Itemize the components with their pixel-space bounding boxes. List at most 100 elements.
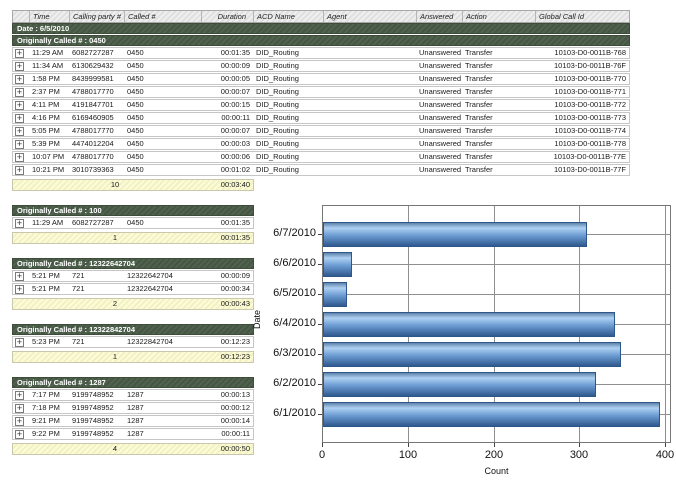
x-axis-tick (408, 443, 409, 447)
summary-total-duration: 00:00:50 (220, 444, 250, 453)
expand-button[interactable]: + (15, 337, 24, 347)
expand-button[interactable]: + (15, 152, 24, 162)
x-axis-label: 300 (569, 449, 589, 461)
called-cell: 0450 (127, 100, 144, 109)
duration-cell: 00:00:03 (220, 139, 250, 148)
call-row: +10:07 PM 4788017770 0450 00:00:06 DID_Routi… (12, 151, 630, 163)
expand-button[interactable]: + (15, 48, 24, 58)
expand-button[interactable]: + (15, 284, 24, 294)
expand-button[interactable]: + (15, 113, 24, 123)
global-call-id-cell: 10103-D0-0011B-768 (554, 48, 626, 57)
called-cell: 0450 (127, 126, 144, 135)
called-cell: 0450 (127, 165, 144, 174)
expand-button[interactable]: + (15, 390, 24, 400)
expand-cell: + (13, 390, 29, 400)
global-call-id-cell: 10103-D0-0011B-773 (554, 113, 626, 122)
calling-party-cell: 4788017770 (72, 152, 114, 161)
acd-name-cell: DID_Routing (256, 113, 299, 122)
group-summary-row: 1 00:01:35 (12, 232, 254, 244)
expand-cell: + (13, 337, 29, 347)
expand-cell: + (13, 126, 29, 136)
expand-cell: + (13, 429, 29, 439)
expand-button[interactable]: + (15, 165, 24, 175)
group-summary-row: 4 00:00:50 (12, 443, 254, 455)
call-row: +4:11 PM 4191847701 0450 00:00:15 DID_Routin… (12, 99, 630, 111)
time-cell: 9:21 PM (32, 416, 60, 425)
time-cell: 5:21 PM (32, 284, 60, 293)
expand-cell: + (13, 100, 29, 110)
column-header-global-call-id: Global Call Id (535, 11, 629, 22)
expand-button[interactable]: + (15, 74, 24, 84)
call-row: +5:23 PM 721 12322842704 00:12:23 (12, 336, 254, 348)
answered-cell: Unanswered (419, 100, 462, 109)
calling-party-cell: 9199748952 (72, 416, 114, 425)
calling-party-cell: 4474012204 (72, 139, 114, 148)
y-axis-tick (318, 234, 322, 235)
expand-cell: + (13, 139, 29, 149)
action-cell: Transfer (465, 165, 493, 174)
expand-button[interactable]: + (15, 429, 24, 439)
expand-button[interactable]: + (15, 126, 24, 136)
call-row: +4:16 PM 6169460905 0450 00:00:11 DID_Routin… (12, 112, 630, 124)
bar-6-6-2010 (323, 252, 352, 277)
call-row: +5:05 PM 4788017770 0450 00:00:07 DID_Routin… (12, 125, 630, 137)
called-cell: 0450 (127, 218, 144, 227)
action-cell: Transfer (465, 113, 493, 122)
duration-cell: 00:00:06 (220, 152, 250, 161)
time-cell: 1:58 PM (32, 74, 60, 83)
action-cell: Transfer (465, 139, 493, 148)
x-axis-tick (579, 443, 580, 447)
originally-called-band: Originally Called # : 1287 (12, 377, 254, 388)
called-cell: 0450 (127, 139, 144, 148)
time-cell: 2:37 PM (32, 87, 60, 96)
call-row: +7:18 PM 9199748952 1287 00:00:12 (12, 402, 254, 414)
y-gridline (323, 294, 670, 295)
x-axis-label: 400 (655, 449, 675, 461)
expand-button[interactable]: + (15, 403, 24, 413)
expand-cell: + (13, 271, 29, 281)
expand-button[interactable]: + (15, 218, 24, 228)
global-call-id-cell: 10103-D0-0011B-771 (554, 87, 626, 96)
acd-name-cell: DID_Routing (256, 61, 299, 70)
expand-button[interactable]: + (15, 271, 24, 281)
time-cell: 5:05 PM (32, 126, 60, 135)
time-cell: 11:34 AM (32, 61, 64, 70)
call-row: +11:29 AM 6082727287 0450 00:01:35 (12, 217, 254, 229)
expand-button[interactable]: + (15, 61, 24, 71)
expand-cell: + (13, 74, 29, 84)
summary-count: 10 (110, 180, 120, 189)
duration-cell: 00:00:11 (221, 429, 250, 438)
time-cell: 10:07 PM (32, 152, 65, 161)
x-axis-title: Count (484, 466, 509, 476)
expand-cell: + (13, 61, 29, 71)
acd-name-cell: DID_Routing (256, 152, 299, 161)
called-cell: 0450 (127, 61, 144, 70)
called-cell: 0450 (127, 48, 144, 57)
expand-button[interactable]: + (15, 100, 24, 110)
answered-cell: Unanswered (419, 165, 462, 174)
expand-button[interactable]: + (15, 87, 24, 97)
summary-total-duration: 00:00:43 (220, 299, 250, 308)
y-axis-label: 6/1/2010 (273, 407, 316, 419)
calling-party-cell: 9199748952 (72, 429, 114, 438)
duration-cell: 00:00:13 (220, 390, 250, 399)
call-row: +5:21 PM 721 12322642704 00:00:09 (12, 270, 254, 282)
column-header-called: Called # (124, 11, 201, 22)
originally-called-band: Originally Called # : 100 (12, 205, 254, 216)
calling-party-cell: 9199748952 (72, 403, 114, 412)
duration-cell: 00:00:34 (220, 284, 250, 293)
action-cell: Transfer (465, 74, 493, 83)
called-cell: 1287 (127, 429, 144, 438)
global-call-id-cell: 10103-D0-0011B-770 (554, 74, 626, 83)
global-call-id-cell: 10103-D0-0011B-772 (554, 100, 626, 109)
expand-button[interactable]: + (15, 416, 24, 426)
y-gridline (323, 264, 670, 265)
summary-total-duration: 00:01:35 (220, 233, 250, 242)
time-cell: 4:11 PM (32, 100, 60, 109)
column-header-acd-name: ACD Name (253, 11, 323, 22)
call-row: +2:37 PM 4788017770 0450 00:00:07 DID_Routin… (12, 86, 630, 98)
y-axis-tick (318, 264, 322, 265)
expand-button[interactable]: + (15, 139, 24, 149)
x-axis-label: 100 (398, 449, 418, 461)
